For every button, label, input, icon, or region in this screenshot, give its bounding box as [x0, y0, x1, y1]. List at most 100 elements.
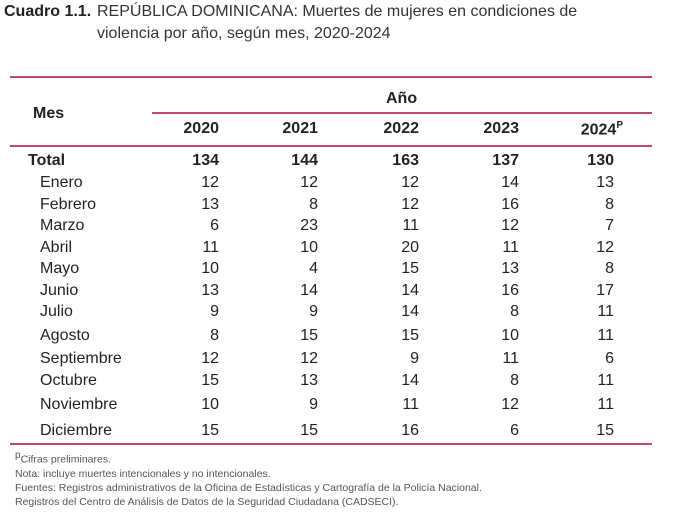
cell-value: 11 — [202, 239, 219, 256]
year-column-header: 2023 — [483, 120, 519, 137]
cell-value: 11 — [597, 327, 614, 344]
table-row: Mayo 10 4 15 13 8 — [0, 258, 676, 280]
note-scope: Nota: incluye muertes intencionales y no… — [15, 467, 271, 480]
cell-value: 15 — [201, 372, 219, 389]
table-row: Agosto 8 15 15 10 11 — [0, 325, 676, 347]
table-row: Febrero 13 8 12 16 8 — [0, 194, 676, 216]
cell-value: 12 — [401, 196, 419, 213]
cell-value: 15 — [300, 327, 318, 344]
cell-value: 10 — [501, 327, 519, 344]
cell-value: 14 — [401, 282, 419, 299]
cell-value: 8 — [309, 196, 318, 213]
cell-value: 11 — [502, 239, 519, 256]
cell-value: 17 — [596, 282, 614, 299]
cell-value: 15 — [201, 422, 219, 439]
cell-value: 8 — [210, 327, 219, 344]
cell-value: 4 — [309, 260, 318, 277]
total-label: Total — [28, 152, 66, 169]
cell-value: 9 — [309, 303, 318, 320]
cell-value: 14 — [401, 303, 419, 320]
cell-value: 12 — [501, 217, 519, 234]
cell-value: 11 — [402, 396, 419, 413]
table-row: Abril 11 10 20 11 12 — [0, 237, 676, 259]
cell-value: 11 — [597, 372, 614, 389]
cell-value: 8 — [605, 260, 614, 277]
month-label: Mayo — [40, 260, 80, 277]
cell-value: 12 — [300, 350, 318, 367]
cell-value: 15 — [300, 422, 318, 439]
cell-value: 13 — [501, 260, 519, 277]
note-source-2: Registros del Centro de Análisis de Dato… — [15, 495, 399, 508]
year-column-header: 2020 — [183, 120, 219, 137]
cell-value: 20 — [401, 239, 419, 256]
month-label: Enero — [40, 174, 83, 191]
cell-value: 11 — [502, 350, 519, 367]
year-column-header: 2022 — [383, 120, 419, 137]
month-label: Junio — [40, 282, 79, 299]
cell-value: 14 — [401, 372, 419, 389]
cell-value: 6 — [510, 422, 519, 439]
row-header-mes: Mes — [33, 105, 65, 122]
cell-value: 10 — [300, 239, 318, 256]
cell-value: 10 — [201, 260, 219, 277]
table-row: Octubre 15 13 14 8 11 — [0, 370, 676, 392]
cell-value: 13 — [201, 196, 219, 213]
cell-value: 9 — [410, 350, 419, 367]
table-row: Junio 13 14 14 16 17 — [0, 280, 676, 302]
month-label: Septiembre — [40, 350, 122, 367]
title-line-2: violencia por año, según mes, 2020-2024 — [97, 25, 391, 42]
cell-value: 144 — [291, 152, 318, 169]
total-row: Total 134 144 163 137 130 — [0, 150, 676, 172]
year-header: Año — [386, 90, 418, 107]
cell-value: 23 — [300, 217, 318, 234]
top-rule — [10, 76, 652, 78]
year-rule — [152, 112, 652, 114]
month-label: Diciembre — [40, 422, 113, 439]
cell-value: 12 — [401, 174, 419, 191]
year-column-header: 2021 — [282, 120, 318, 137]
month-label: Julio — [40, 303, 73, 320]
month-label: Febrero — [40, 196, 97, 213]
cell-value: 8 — [510, 303, 519, 320]
cell-value: 6 — [605, 350, 614, 367]
header-bottom-rule — [10, 145, 652, 147]
cell-value: 10 — [201, 396, 219, 413]
cell-value: 16 — [401, 422, 419, 439]
table-notes: pCifras preliminares. Nota: incluye muer… — [15, 449, 482, 509]
cell-value: 9 — [210, 303, 219, 320]
cell-value: 15 — [401, 260, 419, 277]
note-preliminary: pCifras preliminares. — [15, 450, 112, 466]
cell-value: 15 — [401, 327, 419, 344]
table-number: Cuadro 1.1. — [4, 3, 92, 20]
cell-value: 16 — [501, 196, 519, 213]
month-label: Abril — [40, 239, 73, 256]
table-row: Marzo 6 23 11 12 7 — [0, 215, 676, 237]
table-row: Septiembre 12 12 9 11 6 — [0, 348, 676, 370]
table-row: Enero 12 12 12 14 13 — [0, 172, 676, 194]
cell-value: 12 — [596, 239, 614, 256]
cell-value: 15 — [596, 422, 614, 439]
cell-value: 12 — [201, 174, 219, 191]
cell-value: 134 — [192, 152, 219, 169]
table-row: Noviembre 10 9 11 12 11 — [0, 394, 676, 416]
cell-value: 8 — [510, 372, 519, 389]
table-row: Julio 9 9 14 8 11 — [0, 301, 676, 323]
month-label: Noviembre — [40, 396, 118, 413]
cell-value: 11 — [597, 396, 614, 413]
year-column-header: 2024P — [580, 120, 623, 139]
month-label: Octubre — [40, 372, 97, 389]
note-source-1: Fuentes: Registros administrativos de la… — [15, 481, 482, 494]
cell-value: 14 — [300, 282, 318, 299]
cell-value: 12 — [201, 350, 219, 367]
cell-value: 8 — [605, 196, 614, 213]
cell-value: 13 — [596, 174, 614, 191]
bottom-rule — [10, 443, 652, 445]
cell-value: 12 — [300, 174, 318, 191]
cell-value: 130 — [587, 152, 614, 169]
month-label: Agosto — [40, 327, 90, 344]
cell-value: 12 — [501, 396, 519, 413]
cell-value: 9 — [309, 396, 318, 413]
month-label: Marzo — [40, 217, 85, 234]
cell-value: 163 — [392, 152, 419, 169]
cell-value: 11 — [597, 303, 614, 320]
